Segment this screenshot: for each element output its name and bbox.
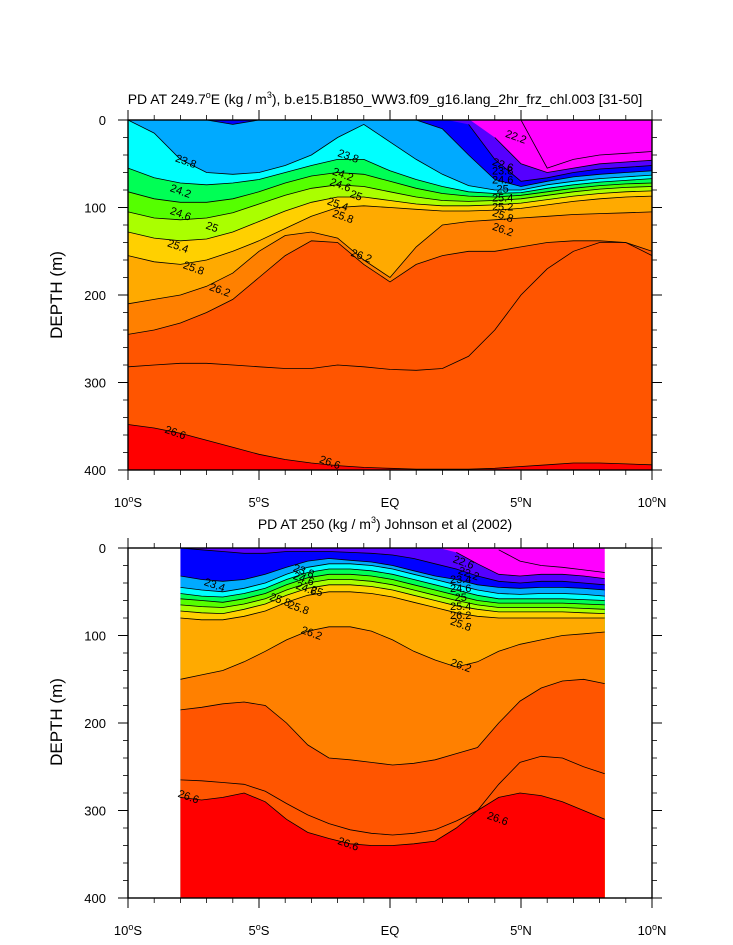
isopycnal-24.2: [128, 158, 652, 194]
y-tick-label: 200: [84, 288, 106, 303]
isopycnal-25: [180, 579, 605, 610]
isopycnal-22.6: [494, 137, 652, 173]
isopycnal-25.8: [128, 195, 652, 265]
band-26.5: [128, 242, 652, 470]
contour-label-stack: 25: [455, 592, 467, 604]
contour-label-stack: 23.4: [450, 574, 471, 586]
isopycnal-23: [180, 548, 605, 586]
bottom-panel-title: PD AT 250 (kg / m3) Johnson et al (2002): [258, 515, 512, 532]
contour-label-stack: 23.8: [492, 165, 513, 177]
x-tick-label: 5oN: [510, 922, 532, 938]
isopycnal-23.4: [128, 120, 652, 187]
isopycnal-22.2: [520, 120, 652, 169]
isopycnal-24.6: [180, 573, 605, 606]
band-26.6: [128, 424, 652, 470]
x-tick-label: 10oN: [638, 494, 667, 510]
isopycnal-23.8: [128, 120, 652, 191]
contour-fill-group: [128, 120, 652, 470]
isopycnal-24.2: [180, 568, 605, 601]
contour-label: 25: [348, 188, 364, 203]
isopycnal-26.5: [128, 242, 652, 371]
isopycnal-23.8: [180, 563, 605, 597]
y-tick-label: 100: [84, 629, 106, 644]
isopycnal-26.4: [128, 240, 652, 335]
y-tick-label: 0: [99, 113, 106, 128]
contour-label-stack: 24.6: [450, 583, 471, 595]
contour-fill-group: [180, 548, 605, 898]
isopycnal-25.8: [180, 591, 605, 621]
isopycnal-26.6: [128, 424, 652, 470]
contour-label-stack: 26.2: [450, 610, 471, 622]
panel-bottom-obs-section: PD AT 250 (kg / m3) Johnson et al (2002)…: [47, 515, 666, 938]
y-tick-label: 200: [84, 716, 106, 731]
contour-label-stack: 25.2: [492, 201, 513, 213]
isopycnal-24.6: [128, 172, 652, 203]
isopycnal-26.5: [180, 755, 605, 836]
top-plot-area: 23.8 23.824.224.224.624.6252525.425.425.8…: [84, 110, 666, 510]
x-tick-label: 10oS: [114, 494, 142, 510]
x-tick-label: 10oN: [638, 922, 667, 938]
isopycnal-25.4: [180, 584, 605, 615]
y-tick-label: 0: [99, 541, 106, 556]
y-tick-label: 300: [84, 376, 106, 391]
y-tick-label: 400: [84, 463, 106, 478]
isopycnal-22.2: [498, 549, 605, 573]
panel-top-model-section: PD AT 249.7oE (kg / m3), b.e15.B1850_WW3…: [47, 90, 666, 510]
contour-label: 25: [309, 584, 325, 599]
isopycnal-23.4: [180, 558, 605, 591]
bottom-y-axis-label: DEPTH (m): [47, 678, 66, 766]
isopycnal-25.4: [128, 190, 652, 242]
bottom-plot-area: 23.423.824.624.62525.825.826.226.226.626…: [84, 538, 666, 938]
contour-label: 25: [204, 220, 220, 235]
y-tick-label: 400: [84, 891, 106, 906]
isopycnal-23: [468, 124, 652, 182]
x-tick-label: 5oS: [249, 494, 270, 510]
isopycnal-26.2: [128, 211, 652, 305]
x-tick-label: 5oS: [249, 922, 270, 938]
isopycnal-25: [128, 184, 652, 221]
top-y-axis-label: DEPTH (m): [47, 251, 66, 339]
top-panel-title: PD AT 249.7oE (kg / m3), b.e15.B1850_WW3…: [128, 90, 643, 107]
contour-label-stack: 24.6: [492, 174, 513, 186]
isopycnal-22.6: [456, 552, 605, 579]
y-tick-label: 300: [84, 804, 106, 819]
isopycnal-26.4: [180, 678, 605, 766]
x-tick-label: EQ: [381, 495, 400, 510]
x-tick-label: 5oN: [510, 494, 532, 510]
x-tick-label: 10oS: [114, 922, 142, 938]
isopycnal-26.6: [180, 792, 605, 846]
contour-label-stack: 25.4: [492, 192, 513, 204]
contour-label-stack: 25.4: [450, 601, 471, 613]
x-tick-label: EQ: [381, 923, 400, 938]
y-tick-label: 100: [84, 201, 106, 216]
isopycnal-26.2: [180, 626, 605, 680]
contour-label-stack: 25: [497, 183, 509, 195]
